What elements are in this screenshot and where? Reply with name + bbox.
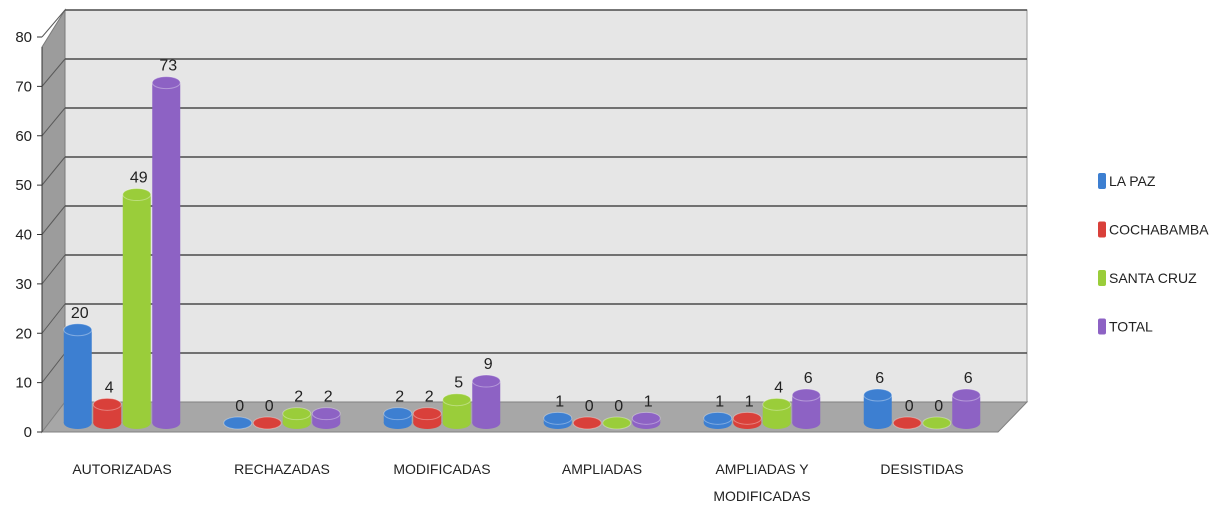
legend-label: LA PAZ xyxy=(1109,173,1156,189)
data-label-la-paz-rechazadas: 0 xyxy=(235,398,244,415)
legend-swatch xyxy=(1098,270,1106,286)
bar-santa-cruz-desistidas xyxy=(922,416,952,430)
y-tick-label: 50 xyxy=(15,177,32,194)
bar-santa-cruz-ampliadas-y-modificadas xyxy=(762,397,792,429)
legend-swatch xyxy=(1098,173,1106,189)
y-tick-label: 20 xyxy=(15,325,32,342)
bar-total-modificadas xyxy=(471,374,501,429)
bar-cochabamba-rechazadas xyxy=(252,416,282,430)
data-label-santa-cruz-ampliadas: 0 xyxy=(614,398,623,415)
bar-cochabamba-desistidas xyxy=(892,416,922,430)
data-label-santa-cruz-desistidas: 0 xyxy=(934,398,943,415)
y-tick-label: 60 xyxy=(15,128,32,145)
data-label-total-ampliadas: 1 xyxy=(644,393,653,410)
y-tick-label: 40 xyxy=(15,227,32,244)
bar-cochabamba-autorizadas xyxy=(92,397,122,429)
y-axis: 0 10 20 30 40 50 60 70 80 xyxy=(15,29,43,441)
data-label-cochabamba-ampliadas: 0 xyxy=(585,398,594,415)
data-label-cochabamba-ampliadas-y-modificadas: 1 xyxy=(745,393,754,410)
bar-la-paz-desistidas xyxy=(863,388,893,429)
legend-item-cochabamba: COCHABAMBA xyxy=(1098,221,1209,238)
data-label-total-desistidas: 6 xyxy=(964,370,973,387)
gridlines xyxy=(41,9,1027,383)
bar-total-rechazadas xyxy=(311,407,341,429)
data-label-total-ampliadas-y-modificadas: 6 xyxy=(804,370,813,387)
bar-total-desistidas xyxy=(951,388,981,429)
bar-total-autorizadas xyxy=(151,76,181,429)
y-tick-label: 70 xyxy=(15,78,32,95)
y-tick-label: 10 xyxy=(15,375,32,392)
bar-la-paz-ampliadas xyxy=(543,411,573,429)
legend-item-santa-cruz: SANTA CRUZ xyxy=(1098,270,1197,286)
x-tick-label-ampliadas: AMPLIADAS xyxy=(562,461,642,477)
y-tick-label: 30 xyxy=(15,276,32,293)
bar-cochabamba-modificadas xyxy=(412,407,442,429)
x-axis: AUTORIZADAS RECHAZADAS MODIFICADAS AMPLIADA… xyxy=(72,461,963,504)
data-labels: 20 4 49 73 0 0 2 2 2 2 5 9 1 0 0 1 1 1 4 6 6 0 0 6 xyxy=(71,58,973,415)
x-tick-label-ampliadas-y-modificadas: AMPLIADAS Y xyxy=(715,461,809,477)
bars xyxy=(63,76,981,430)
x-tick-label-ampliadas-y-modificadas: MODIFICADAS xyxy=(713,488,810,504)
legend-item-la-paz: LA PAZ xyxy=(1098,173,1156,189)
legend-label: SANTA CRUZ xyxy=(1109,270,1197,286)
legend-label: COCHABAMBA xyxy=(1109,222,1209,238)
x-tick-label-autorizadas: AUTORIZADAS xyxy=(72,461,171,477)
chart-walls xyxy=(40,8,1029,434)
data-label-la-paz-autorizadas: 20 xyxy=(71,305,89,322)
x-tick-label-modificadas: MODIFICADAS xyxy=(393,461,490,477)
gridline-side xyxy=(41,205,66,235)
gridline-side xyxy=(41,254,66,285)
data-label-cochabamba-autorizadas: 4 xyxy=(105,379,114,396)
bar-santa-cruz-rechazadas xyxy=(282,407,312,429)
bar-santa-cruz-modificadas xyxy=(442,393,472,429)
legend-swatch xyxy=(1098,318,1106,335)
x-tick-label-rechazadas: RECHAZADAS xyxy=(234,461,330,477)
data-label-santa-cruz-modificadas: 5 xyxy=(454,375,463,392)
gridline-side xyxy=(41,107,66,137)
legend-label: TOTAL xyxy=(1109,319,1153,335)
bar-total-ampliadas xyxy=(631,411,661,429)
data-label-la-paz-desistidas: 6 xyxy=(875,370,884,387)
data-label-la-paz-ampliadas: 1 xyxy=(555,393,564,410)
gridline-side xyxy=(41,303,66,334)
y-tick-label: 80 xyxy=(15,29,32,46)
legend-item-total: TOTAL xyxy=(1098,318,1153,335)
data-label-santa-cruz-autorizadas: 49 xyxy=(130,170,148,187)
bar-cochabamba-ampliadas-y-modificadas xyxy=(732,411,762,429)
bar-la-paz-rechazadas xyxy=(223,416,253,430)
legend-swatch xyxy=(1098,221,1106,238)
data-label-total-autorizadas: 73 xyxy=(159,58,177,75)
legend: LA PAZ COCHABAMBA SANTA CRUZ TOTAL xyxy=(1098,173,1209,335)
data-label-total-modificadas: 9 xyxy=(484,356,493,373)
x-tick-label-desistidas: DESISTIDAS xyxy=(880,461,963,477)
gridline-side xyxy=(41,58,66,87)
data-label-total-rechazadas: 2 xyxy=(324,389,333,406)
data-label-santa-cruz-rechazadas: 2 xyxy=(294,389,303,406)
bar-la-paz-modificadas xyxy=(383,407,413,429)
data-label-la-paz-ampliadas-y-modificadas: 1 xyxy=(715,393,724,410)
y-tick-label: 0 xyxy=(24,424,32,441)
bar-total-ampliadas-y-modificadas xyxy=(791,388,821,429)
data-label-cochabamba-desistidas: 0 xyxy=(905,398,914,415)
gridline-side xyxy=(41,352,66,383)
bar-santa-cruz-ampliadas xyxy=(602,416,632,430)
bar-la-paz-autorizadas xyxy=(63,323,93,429)
bar-cochabamba-ampliadas xyxy=(572,416,602,430)
bar-santa-cruz-autorizadas xyxy=(122,188,152,429)
data-label-la-paz-modificadas: 2 xyxy=(395,389,404,406)
gridline-side xyxy=(41,9,66,38)
gridline-side xyxy=(41,156,66,186)
data-label-cochabamba-modificadas: 2 xyxy=(425,389,434,406)
data-label-santa-cruz-ampliadas-y-modificadas: 4 xyxy=(774,379,783,396)
bar-la-paz-ampliadas-y-modificadas xyxy=(703,411,733,429)
data-label-cochabamba-rechazadas: 0 xyxy=(265,398,274,415)
